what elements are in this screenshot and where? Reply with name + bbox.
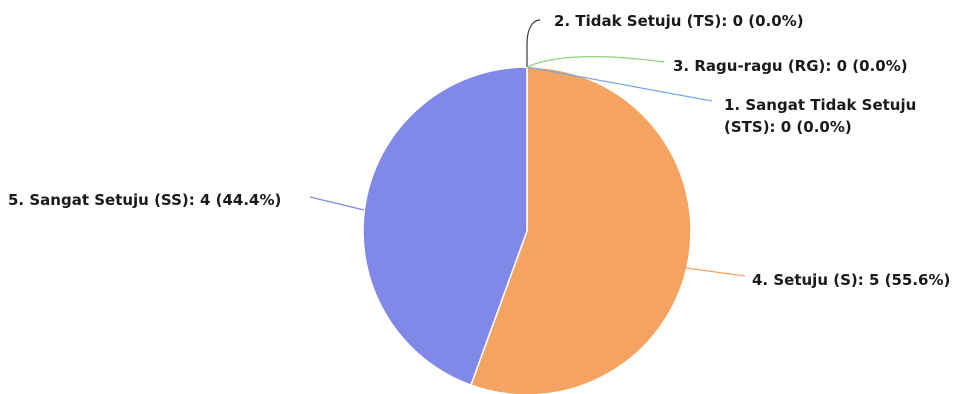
label-ragu-ragu: 3. Ragu-ragu (RG): 0 (0.0%) [673,57,908,75]
connector-setuju [685,267,746,277]
label-sangat-tidak-setuju-line2: (STS): 0 (0.0%) [724,118,852,136]
label-sangat-tidak-setuju: 1. Sangat Tidak Setuju (STS): 0 (0.0%) [724,96,922,136]
label-connectors [309,19,746,277]
slice-labels: 1. Sangat Tidak Setuju (STS): 0 (0.0%) 2… [8,12,950,289]
label-tidak-setuju: 2. Tidak Setuju (TS): 0 (0.0%) [554,12,804,30]
label-sangat-tidak-setuju-line1: 1. Sangat Tidak Setuju [724,96,916,114]
pie-slices [362,66,692,394]
connector-sangat-setuju [309,196,365,211]
connector-sangat-tidak-setuju [526,66,713,102]
slice-sangat-setuju [362,66,528,387]
slice-setuju [469,66,692,394]
label-sangat-setuju: 5. Sangat Setuju (SS): 4 (44.4%) [8,191,281,209]
connector-tidak-setuju [526,19,541,67]
connector-ragu-ragu [526,56,665,68]
label-setuju: 4. Setuju (S): 5 (55.6%) [752,271,950,289]
